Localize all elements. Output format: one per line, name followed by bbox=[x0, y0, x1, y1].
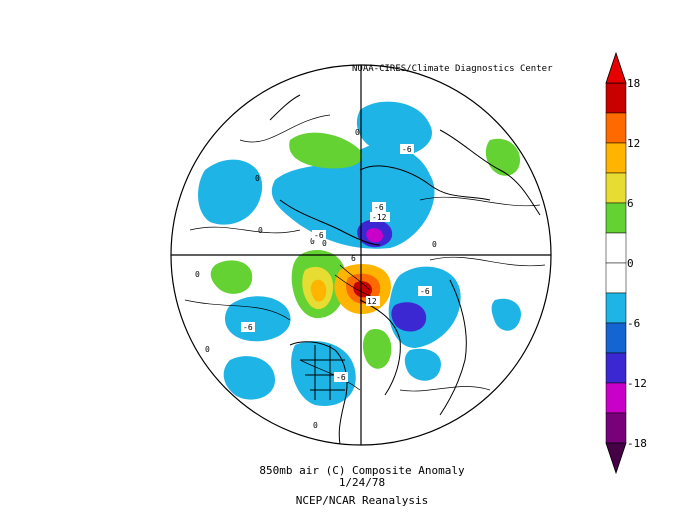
warm-blob-west bbox=[210, 260, 253, 294]
warm-blob-south bbox=[362, 329, 392, 369]
colorbar-segment bbox=[605, 292, 627, 324]
colorbar-segment bbox=[605, 202, 627, 234]
colorbar-segment bbox=[605, 382, 627, 414]
contour-label: -6 bbox=[402, 145, 412, 154]
colorbar-tick: 12 bbox=[627, 137, 640, 150]
anomaly-core-atlantic bbox=[391, 302, 427, 332]
contour-label: 0 bbox=[355, 128, 360, 137]
colorbar-tick: -18 bbox=[627, 437, 647, 450]
contour-label: 0 bbox=[205, 345, 210, 354]
contour-label: 0 bbox=[313, 421, 318, 430]
map-outline bbox=[170, 64, 552, 446]
colorbar-tick: 0 bbox=[627, 257, 634, 270]
colorbar-tick: 18 bbox=[627, 77, 640, 90]
colorbar-segments bbox=[605, 82, 627, 444]
anomaly-blob-east bbox=[491, 298, 521, 331]
caption-date: 1/24/78 bbox=[338, 476, 386, 489]
anomaly-blob-sw bbox=[223, 356, 275, 400]
warm-core-orange bbox=[310, 279, 327, 302]
contour-labels: 0 0 0 -6 -6 -12 0 0 -6 0 6 12 -6 -6 0 -6… bbox=[195, 128, 437, 430]
contour-label: 0 bbox=[322, 239, 327, 248]
colorbar-segment bbox=[605, 352, 627, 384]
colorbar-tick: -6 bbox=[627, 317, 640, 330]
anomaly-blob-se bbox=[404, 348, 441, 381]
contour-label: -6 bbox=[314, 231, 324, 240]
contour-label: -12 bbox=[372, 213, 387, 222]
colorbar-segment bbox=[605, 172, 627, 204]
contour-label: 0 bbox=[432, 240, 437, 249]
colorbar-bottom-arrow bbox=[605, 442, 627, 475]
warm-core-peak bbox=[353, 281, 372, 298]
anomaly-blob-pacific bbox=[198, 159, 263, 225]
colorbar-ticks: 18 12 6 0 -6 -12 -18 bbox=[627, 77, 647, 450]
contour-label: 0 bbox=[195, 270, 200, 279]
contour-label: -6 bbox=[374, 203, 384, 212]
colorbar-segment bbox=[605, 412, 627, 444]
anomaly-blob-north bbox=[356, 101, 432, 156]
colorbar-segment bbox=[605, 112, 627, 144]
warm-blob-north bbox=[289, 132, 363, 169]
credit-label: NOAA-CIRES/Climate Diagnostics Center bbox=[352, 64, 553, 74]
contour-label: 12 bbox=[367, 297, 377, 306]
colorbar-tick: 6 bbox=[627, 197, 634, 210]
caption-source: NCEP/NCAR Reanalysis bbox=[295, 494, 429, 507]
coastlines bbox=[269, 94, 541, 445]
contour-label: 6 bbox=[351, 254, 356, 263]
caption-title: 850mb air (C) Composite Anomaly bbox=[259, 464, 465, 477]
colorbar-segment bbox=[605, 82, 627, 114]
contour-label: -6 bbox=[420, 287, 430, 296]
anomaly-core-arctic-peak bbox=[366, 228, 383, 243]
colorbar-segment bbox=[605, 142, 627, 174]
contour-lines bbox=[184, 114, 546, 392]
contour-label: -6 bbox=[243, 323, 253, 332]
colorbar-tick: -12 bbox=[627, 377, 647, 390]
colorbar-segment bbox=[605, 322, 627, 354]
colorbar-top-arrow bbox=[605, 51, 627, 84]
contour-label: 0 bbox=[258, 226, 263, 235]
contour-label: 0 bbox=[255, 174, 260, 183]
contour-label: 0 bbox=[310, 237, 315, 246]
colorbar-segment bbox=[605, 262, 627, 294]
contour-label: -6 bbox=[336, 373, 346, 382]
anomaly-blob-arctic bbox=[271, 144, 435, 249]
colorbar-segment bbox=[605, 232, 627, 264]
